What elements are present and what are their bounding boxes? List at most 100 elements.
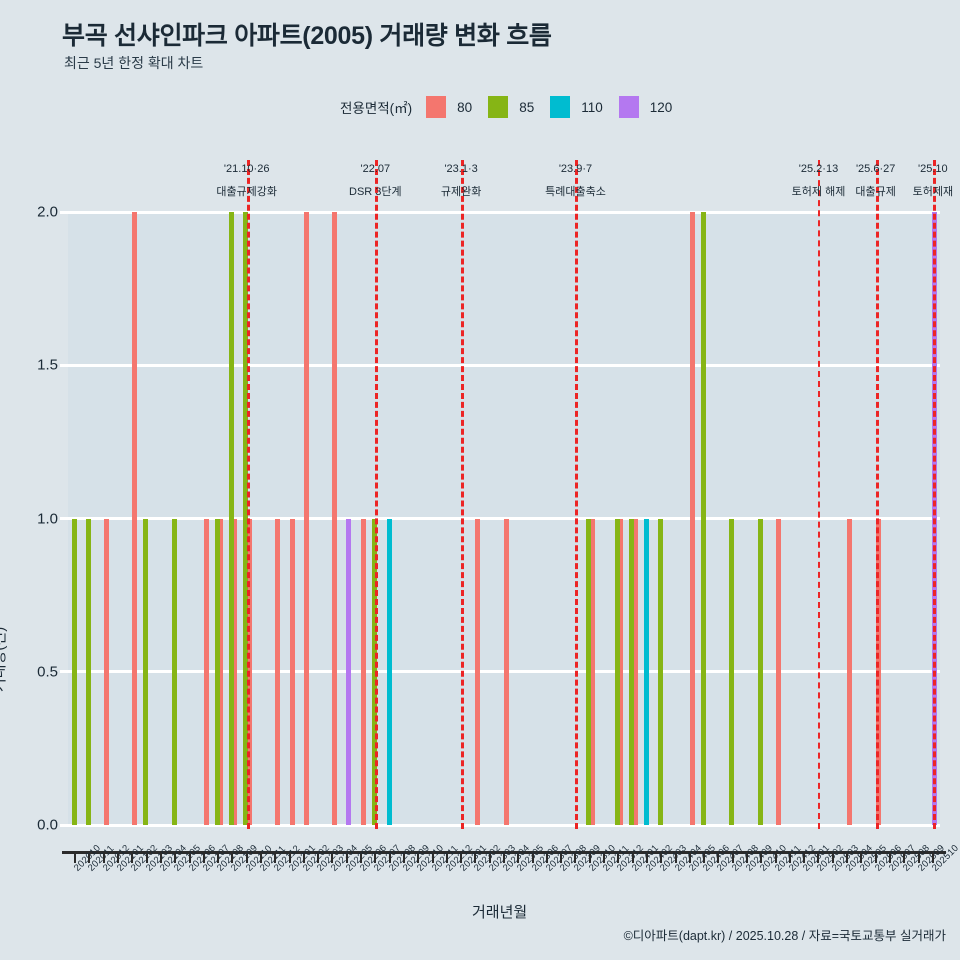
bar xyxy=(589,518,595,825)
bar xyxy=(847,518,853,825)
x-tick-mark xyxy=(774,854,777,863)
legend-label: 85 xyxy=(519,99,535,115)
bar xyxy=(689,212,695,825)
x-tick-mark xyxy=(545,854,548,863)
legend-item[interactable]: 80 xyxy=(426,96,472,118)
x-tick-mark xyxy=(503,854,505,863)
event-name-label: 규제완화 xyxy=(440,186,482,198)
bar xyxy=(171,518,177,825)
legend-swatch-110 xyxy=(550,96,571,118)
x-tick-mark xyxy=(431,854,434,863)
event-line xyxy=(818,160,821,829)
event-name-label: DSR 3단계 xyxy=(349,186,402,198)
legend-swatch-80 xyxy=(426,96,447,118)
x-tick-mark xyxy=(488,854,491,863)
event-name-label: 토허제 해제 xyxy=(791,186,846,198)
bar xyxy=(632,518,638,825)
x-tick-mark xyxy=(588,854,591,863)
x-axis-line xyxy=(62,851,946,854)
y-axis-label: 거래량(건) xyxy=(0,626,8,692)
page-title: 부곡 선샤인파크 아파트(2005) 거래량 변화 흐름 xyxy=(62,22,552,50)
event-line xyxy=(875,160,879,829)
x-tick-mark xyxy=(517,854,520,863)
event-line xyxy=(375,160,379,829)
x-tick-mark xyxy=(788,854,791,863)
plot-area xyxy=(68,210,940,827)
x-tick-mark xyxy=(117,854,120,863)
x-tick-mark xyxy=(660,854,663,863)
x-tick-mark xyxy=(145,854,148,863)
gridline xyxy=(68,210,940,214)
x-tick-mark xyxy=(603,854,606,863)
y-tick-label: 0.5 xyxy=(37,663,58,681)
x-tick-mark xyxy=(388,854,391,863)
page-subtitle: 최근 5년 한정 확대 차트 xyxy=(64,55,204,71)
event-date-label: '25.2·13 xyxy=(798,163,839,175)
bar xyxy=(345,518,351,825)
x-tick-mark xyxy=(617,854,620,863)
x-tick-mark xyxy=(317,854,320,863)
x-tick-mark xyxy=(746,854,749,863)
legend-item[interactable]: 85 xyxy=(488,96,534,118)
x-tick-mark xyxy=(931,854,934,863)
gridline xyxy=(68,823,940,827)
y-tick-label: 2.0 xyxy=(37,203,58,221)
x-tick-mark xyxy=(345,854,348,863)
y-tick-label: 1.5 xyxy=(37,356,58,374)
bar xyxy=(504,518,509,825)
bar xyxy=(132,212,138,825)
y-tick-mark xyxy=(60,670,68,674)
x-tick-mark xyxy=(274,854,277,863)
x-tick-mark xyxy=(217,854,220,863)
legend-item[interactable]: 120 xyxy=(618,96,673,118)
bar xyxy=(629,518,635,825)
event-date-label: '25.10 xyxy=(918,163,948,175)
bar xyxy=(657,518,663,825)
x-tick-mark xyxy=(531,854,534,863)
bar xyxy=(614,518,620,825)
x-tick-mark xyxy=(917,854,920,863)
x-tick-mark xyxy=(417,854,420,863)
x-tick-mark xyxy=(645,854,648,863)
bar xyxy=(387,518,393,825)
x-tick-mark xyxy=(259,854,262,863)
x-tick-mark xyxy=(688,854,691,863)
bar xyxy=(586,518,592,825)
x-tick-mark xyxy=(159,854,162,863)
bar xyxy=(143,518,149,825)
event-date-label: '23.1·3 xyxy=(444,163,478,175)
legend-label: 120 xyxy=(649,99,673,115)
x-tick-mark xyxy=(474,854,477,863)
bar xyxy=(729,518,735,825)
legend-swatch-85 xyxy=(488,96,509,118)
event-name-label: 대출규제강화 xyxy=(216,186,278,198)
x-tick-mark xyxy=(903,854,906,863)
bar xyxy=(232,518,238,825)
x-tick-mark xyxy=(717,854,720,863)
legend-title: 전용면적(㎡) xyxy=(340,101,413,116)
x-tick-mark xyxy=(874,854,877,863)
x-tick-mark xyxy=(245,854,248,863)
bar xyxy=(618,518,624,825)
bar xyxy=(303,212,309,825)
x-tick-mark xyxy=(302,854,305,863)
bar xyxy=(332,212,338,825)
x-tick-mark xyxy=(703,854,706,863)
bar xyxy=(775,518,781,825)
x-tick-mark xyxy=(674,854,677,863)
bar xyxy=(218,518,224,825)
gridline xyxy=(68,363,940,367)
x-tick-mark xyxy=(188,854,191,863)
legend-item[interactable]: 110 xyxy=(550,96,603,118)
x-tick-mark xyxy=(202,854,205,863)
x-tick-mark xyxy=(402,854,405,863)
bar xyxy=(228,212,234,825)
x-tick-mark xyxy=(288,854,291,863)
bar xyxy=(371,518,377,825)
bar xyxy=(361,518,367,825)
x-tick-mark xyxy=(560,854,563,863)
bar xyxy=(275,518,281,825)
event-date-label: '23.9·7 xyxy=(558,163,593,175)
event-date-label: '21.10·26 xyxy=(223,163,270,175)
